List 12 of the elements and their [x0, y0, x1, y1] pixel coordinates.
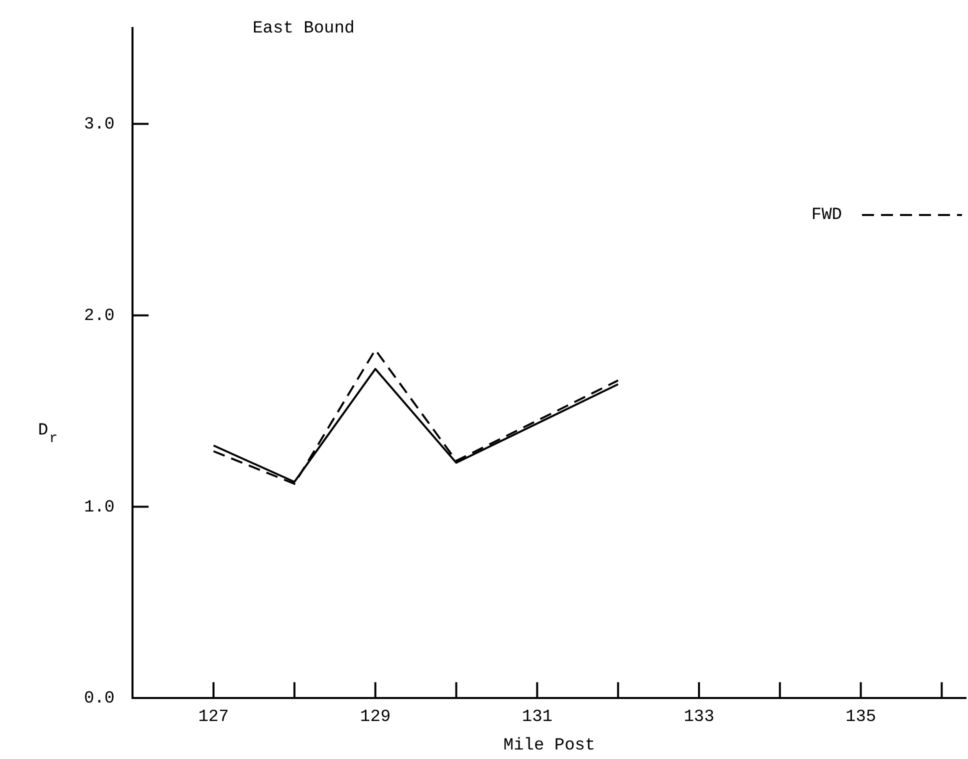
- y-tick-label: 2.0: [84, 306, 115, 326]
- text: FWD: [811, 206, 842, 224]
- y-tick-label: 1.0: [84, 498, 115, 518]
- x-tick-label: 127: [198, 708, 229, 727]
- x-tick-label: 135: [846, 708, 876, 727]
- y-tick-label: 0.0: [84, 690, 115, 709]
- chart-title: East Bound: [252, 20, 355, 38]
- x-axis-title: Mile Post: [503, 736, 596, 756]
- x-tick-label: 133: [684, 708, 714, 727]
- x-tick-label: 129: [360, 708, 391, 727]
- y-tick-label: 3.0: [84, 115, 115, 134]
- x-tick-label: 131: [522, 708, 552, 727]
